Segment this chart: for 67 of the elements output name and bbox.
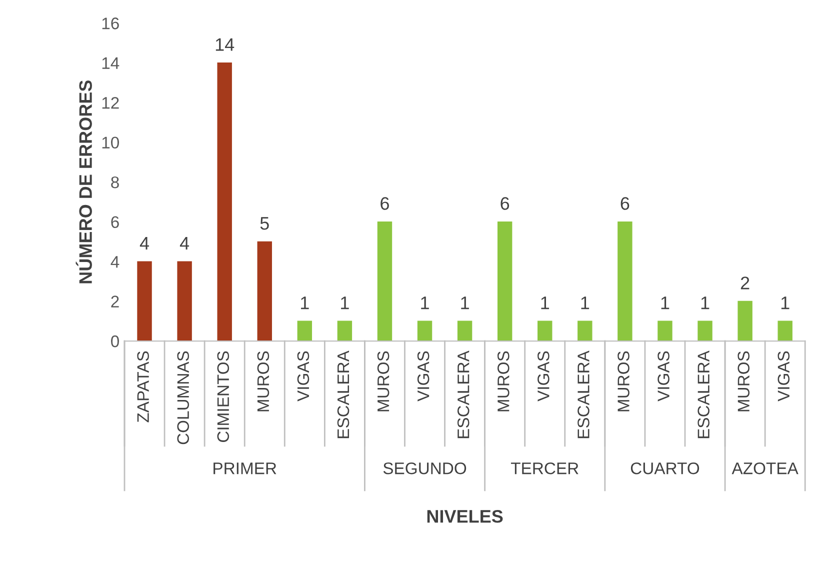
bar <box>337 320 352 342</box>
bar <box>738 300 752 342</box>
data-label: 1 <box>781 296 790 310</box>
bar <box>217 62 232 342</box>
y-tick-label: 10 <box>102 136 119 149</box>
data-label: 4 <box>140 237 150 250</box>
text: CUARTO <box>630 462 700 474</box>
bar <box>377 221 392 342</box>
data-label: 1 <box>581 296 590 310</box>
y-tick-label: 16 <box>102 18 119 30</box>
text: TERCER <box>510 462 578 474</box>
text: AZOTEA <box>732 462 798 474</box>
x-tick-label: VIGAS <box>778 351 790 402</box>
y-tick-label: 14 <box>102 57 120 69</box>
x-tick-label: ESCALERA <box>578 350 590 438</box>
bar <box>177 261 192 342</box>
x-tick-label: MUROS <box>498 351 510 412</box>
y-tick-label: 2 <box>111 296 119 308</box>
text: PRIMER <box>214 462 276 474</box>
bar <box>297 320 312 342</box>
x-tick-label: MUROS <box>738 351 750 412</box>
bar <box>578 320 592 342</box>
data-label: 1 <box>461 296 469 310</box>
y-tick-label: 6 <box>111 216 119 228</box>
x-tick-label: MUROS <box>377 351 390 412</box>
x-tick-label: VIGAS <box>538 351 550 402</box>
data-label: 1 <box>541 296 550 310</box>
bar <box>257 241 272 342</box>
y-tick-label: 8 <box>111 176 119 188</box>
bar <box>497 221 512 342</box>
bar <box>538 320 552 342</box>
data-label: 1 <box>661 296 670 310</box>
y-axis-title: NÚMERO DE ERRORES <box>76 80 92 284</box>
data-label: 6 <box>380 197 389 210</box>
bar <box>457 320 472 342</box>
x-axis-title: NIVELES <box>427 510 503 523</box>
data-label: 1 <box>341 296 349 310</box>
x-tick-label: ESCALERA <box>337 350 350 438</box>
data-label: 6 <box>620 197 630 210</box>
data-label: 4 <box>180 237 190 250</box>
x-tick-label: CIMIENTOS <box>217 351 230 442</box>
data-label: 5 <box>260 217 269 230</box>
bar <box>658 320 672 342</box>
bar <box>618 221 632 342</box>
data-label: 1 <box>301 296 309 310</box>
x-tick-label: VIGAS <box>658 351 670 402</box>
data-label: 2 <box>740 276 750 290</box>
y-tick-label: 0 <box>111 335 119 348</box>
x-tick-label: ESCALERA <box>698 350 710 438</box>
x-tick-label: ESCALERA <box>457 350 470 438</box>
data-label: 1 <box>421 296 429 310</box>
x-tick-label: VIGAS <box>297 351 310 402</box>
data-label: 14 <box>216 38 234 51</box>
x-tick-label: COLUMNAS <box>177 351 190 444</box>
y-tick-label: 4 <box>110 256 120 268</box>
y-tick-label: 12 <box>102 96 119 109</box>
x-tick-label: MUROS <box>618 351 630 412</box>
data-label: 6 <box>500 197 510 210</box>
bar <box>698 320 712 342</box>
bar <box>137 261 152 342</box>
bar <box>417 320 432 342</box>
x-tick-label: MUROS <box>257 351 270 412</box>
data-label: 1 <box>701 296 710 310</box>
x-tick-label: VIGAS <box>417 351 430 402</box>
bar <box>778 320 792 342</box>
x-tick-label: ZAPATAS <box>137 351 149 422</box>
text: SEGUNDO <box>383 462 466 474</box>
